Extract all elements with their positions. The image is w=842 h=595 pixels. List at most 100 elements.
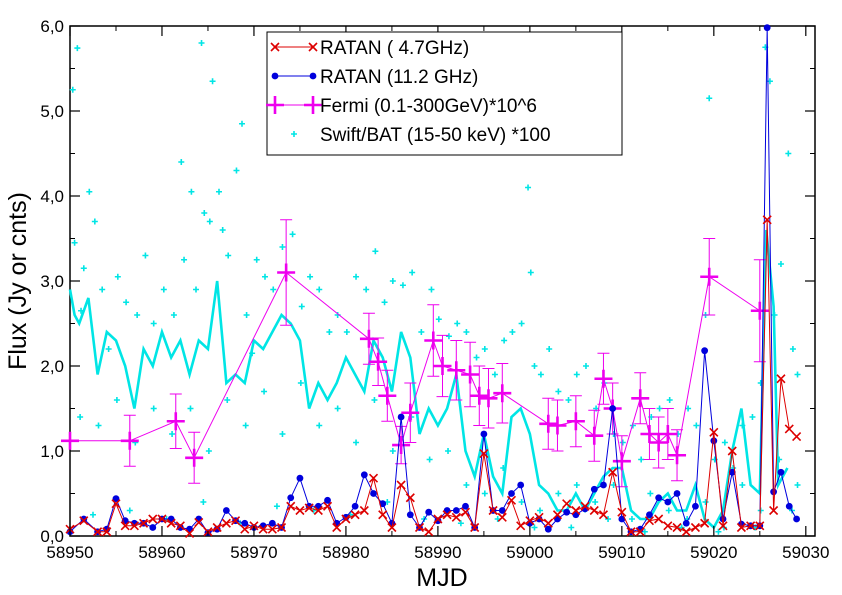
ratan-4-7-point bbox=[350, 510, 360, 520]
y-tick-label: 6,0 bbox=[40, 17, 64, 36]
ratan-4-7-point bbox=[718, 521, 728, 531]
ratan-11-2-point bbox=[296, 474, 304, 482]
swift-point bbox=[685, 405, 692, 412]
swift-point bbox=[501, 337, 508, 344]
swift-point bbox=[568, 524, 575, 531]
y-tick-label: 0,0 bbox=[40, 527, 64, 546]
swift-point bbox=[739, 482, 746, 488]
fermi-point bbox=[433, 357, 452, 375]
swift-point bbox=[188, 188, 195, 195]
ratan-4-7-point bbox=[396, 480, 406, 490]
ratan-4-7-point bbox=[322, 501, 333, 511]
ratan-11-2-point bbox=[222, 507, 230, 514]
ratan-4-7-point bbox=[120, 521, 130, 531]
fermi-point bbox=[548, 416, 567, 435]
ratan-4-7-point bbox=[230, 516, 241, 526]
swift-point bbox=[785, 150, 792, 157]
swift-point bbox=[193, 286, 200, 293]
y-tick-label: 1,0 bbox=[40, 442, 64, 461]
ratan-11-2-point bbox=[268, 519, 276, 527]
swift-point bbox=[582, 363, 589, 369]
swift-point bbox=[200, 499, 207, 505]
ratan-11-2-point bbox=[590, 485, 598, 493]
fermi-point bbox=[479, 389, 498, 408]
ratan-11-2-point bbox=[149, 524, 157, 531]
swift-point bbox=[89, 511, 96, 518]
fermi-point bbox=[61, 431, 79, 450]
swift-point bbox=[473, 354, 480, 361]
swift-point bbox=[95, 422, 102, 429]
ratan-11-2-point bbox=[498, 507, 506, 514]
legend-marker-swift bbox=[291, 131, 297, 137]
ratan-11-2-point bbox=[360, 471, 368, 479]
ratan-11-2-point bbox=[480, 430, 488, 438]
swift-point bbox=[481, 346, 488, 352]
ratan-4-7-point bbox=[762, 215, 772, 225]
ratan-4-7-point bbox=[552, 510, 563, 520]
fermi-point bbox=[359, 329, 378, 348]
swift-point bbox=[261, 273, 268, 280]
ratan-4-7-point bbox=[709, 427, 719, 437]
ratan-11-2-point bbox=[655, 494, 663, 502]
swift-point bbox=[150, 405, 157, 412]
swift-point bbox=[638, 456, 645, 463]
ratan-4-7-point bbox=[598, 510, 609, 520]
swift-point bbox=[206, 218, 213, 225]
legend: RATAN ( 4.7GHz) RATAN (11.2 GHz) Fermi (… bbox=[266, 31, 623, 156]
legend-marker-ratan-11-2 bbox=[271, 72, 279, 80]
ratan-4-7-point bbox=[111, 499, 121, 509]
ratan-11-2-point bbox=[609, 405, 617, 412]
ratan-11-2-point bbox=[80, 515, 88, 523]
ratan-11-2-point bbox=[342, 513, 350, 521]
swift-point bbox=[418, 329, 425, 335]
swift-point bbox=[225, 252, 232, 259]
y-tick-label: 2,0 bbox=[40, 357, 64, 376]
ratan-4-7-point bbox=[451, 512, 461, 522]
ratan-4-7-point bbox=[194, 517, 204, 527]
swift-point bbox=[445, 448, 452, 454]
fermi-point bbox=[461, 365, 480, 384]
ratan-4-7-point bbox=[516, 521, 526, 531]
x-tick-label: 59010 bbox=[598, 543, 645, 562]
swift-point bbox=[555, 388, 562, 395]
swift-point bbox=[428, 286, 435, 293]
swift-point bbox=[238, 120, 245, 127]
ratan-11-2-point bbox=[452, 507, 460, 514]
ratan-11-2-point bbox=[397, 413, 405, 421]
swift-point bbox=[134, 312, 141, 318]
swift-point bbox=[573, 371, 580, 378]
ratan-4-7-point bbox=[663, 521, 673, 531]
swift-point bbox=[219, 227, 226, 233]
swift-point bbox=[381, 299, 388, 306]
ratan-4-7-point bbox=[129, 521, 139, 531]
fermi-point bbox=[120, 431, 139, 450]
swift-point bbox=[527, 269, 534, 276]
ratan-4-7-point bbox=[313, 505, 323, 516]
ratan-4-7-point bbox=[654, 514, 664, 524]
swift-point bbox=[409, 269, 416, 276]
fermi-point bbox=[585, 426, 604, 445]
swift-point bbox=[343, 329, 350, 335]
swift-line bbox=[68, 229, 789, 530]
swift-point bbox=[150, 320, 157, 327]
swift-point bbox=[273, 503, 280, 510]
legend-marker-ratan-4-7 bbox=[308, 42, 318, 52]
ratan-4-7-point bbox=[460, 507, 471, 517]
ratan-11-2-point bbox=[618, 515, 626, 523]
legend-label-ratan-11-2: RATAN (11.2 GHz) bbox=[320, 67, 478, 88]
swift-point bbox=[126, 507, 133, 514]
ratan-4-7-point bbox=[792, 431, 802, 442]
ratan-4-7-point bbox=[608, 467, 618, 477]
fermi-point bbox=[401, 403, 420, 422]
swift-point bbox=[518, 320, 525, 327]
swift-point bbox=[457, 520, 464, 527]
swift-point bbox=[77, 414, 84, 420]
ratan-4-7-point bbox=[240, 524, 250, 534]
fermi-point bbox=[447, 361, 466, 380]
swift-point bbox=[537, 371, 544, 378]
ratan-4-7-point bbox=[672, 522, 682, 533]
swift-point bbox=[86, 188, 93, 195]
ratan-11-2-point bbox=[535, 515, 543, 523]
ratan-11-2-point bbox=[287, 494, 295, 502]
swift-point bbox=[123, 299, 130, 306]
